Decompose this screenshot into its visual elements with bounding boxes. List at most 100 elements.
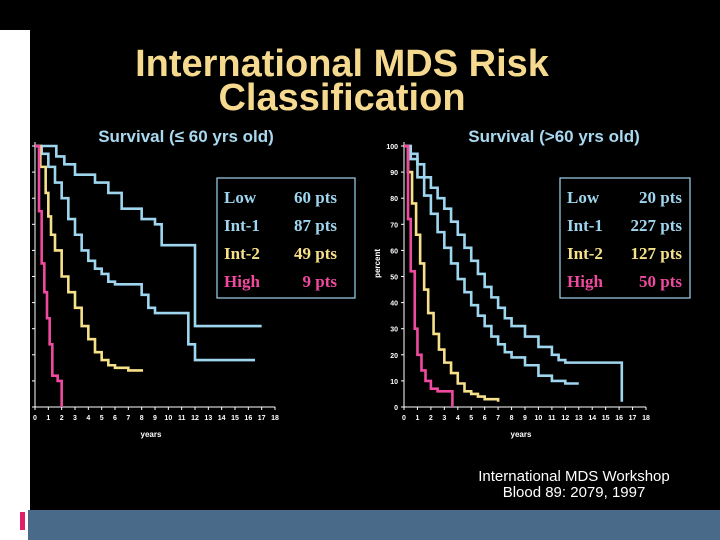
- x-tick-label: 5: [469, 415, 473, 422]
- legend-count: 20 pts: [639, 188, 682, 207]
- x-tick-label: 7: [126, 415, 130, 422]
- slide-title-line1: International MDS Risk: [135, 43, 550, 85]
- x-tick-label: 11: [178, 415, 186, 422]
- y-tick-label: 20: [390, 353, 398, 360]
- series-line-high: [404, 144, 454, 407]
- x-tick-label: 7: [496, 415, 500, 422]
- x-tick-label: 15: [231, 415, 239, 422]
- legend-label: High: [567, 272, 603, 291]
- chart-title: Survival (>60 yrs old): [468, 127, 640, 146]
- footer-citation-line1: International MDS Workshop: [478, 468, 669, 485]
- y-tick-label: 40: [21, 301, 29, 308]
- legend-count: 9 pts: [303, 272, 338, 291]
- legend-label: Int-2: [567, 244, 603, 263]
- x-tick-label: 3: [73, 415, 77, 422]
- x-tick-label: 14: [218, 415, 226, 422]
- legend-count: 87 pts: [294, 216, 337, 235]
- series-line-int-1: [35, 144, 255, 362]
- x-tick-label: 8: [140, 415, 144, 422]
- x-tick-label: 2: [429, 415, 433, 422]
- legend-count: 49 pts: [294, 244, 337, 263]
- series-line-int-2: [404, 144, 500, 402]
- x-tick-label: 9: [523, 415, 527, 422]
- x-tick-label: 5: [100, 415, 104, 422]
- x-tick-label: 0: [33, 415, 37, 422]
- legend-label: Low: [224, 188, 257, 207]
- x-tick-label: 12: [561, 415, 569, 422]
- x-tick-label: 17: [258, 415, 266, 422]
- y-tick-label: 80: [21, 196, 29, 203]
- x-tick-label: 16: [244, 415, 252, 422]
- x-tick-label: 4: [456, 415, 460, 422]
- legend-count: 227 pts: [631, 216, 683, 235]
- y-tick-label: 10: [21, 379, 29, 386]
- x-tick-label: 12: [191, 415, 199, 422]
- x-tick-label: 6: [113, 415, 117, 422]
- y-tick-label: 20: [21, 353, 29, 360]
- x-tick-label: 1: [415, 415, 419, 422]
- y-tick-label: 0: [394, 405, 398, 412]
- x-tick-label: 2: [60, 415, 64, 422]
- legend-count: 50 pts: [639, 272, 682, 291]
- x-tick-label: 16: [615, 415, 623, 422]
- x-tick-label: 9: [153, 415, 157, 422]
- y-tick-label: 70: [21, 222, 29, 229]
- series-line-int-1: [404, 144, 579, 385]
- legend-label: Int-1: [224, 216, 260, 235]
- y-tick-label: 70: [390, 222, 398, 229]
- footer-citation-line2: Blood 89: 2079, 1997: [503, 484, 646, 501]
- y-tick-label: 50: [21, 275, 29, 282]
- y-tick-label: 50: [390, 275, 398, 282]
- y-axis-label: percent: [373, 249, 382, 278]
- footer-accent-mark: [20, 512, 25, 530]
- x-axis-label: years: [141, 430, 162, 439]
- y-tick-label: 40: [390, 301, 398, 308]
- series-line-int-2: [35, 144, 143, 372]
- legend-label: Int-1: [567, 216, 603, 235]
- series-line-low: [35, 144, 262, 328]
- chart-title: Survival (≤ 60 yrs old): [98, 127, 274, 146]
- legend-count: 60 pts: [294, 188, 337, 207]
- x-tick-label: 18: [642, 415, 650, 422]
- legend-label: Int-2: [224, 244, 260, 263]
- y-tick-label: 90: [390, 170, 398, 177]
- x-tick-label: 10: [535, 415, 543, 422]
- y-tick-label: 60: [390, 248, 398, 255]
- chart-survival-under-60: Survival (≤ 60 yrs old)01020304050607080…: [4, 127, 356, 439]
- y-tick-label: 10: [390, 379, 398, 386]
- x-tick-label: 1: [46, 415, 50, 422]
- y-tick-label: 80: [390, 196, 398, 203]
- legend-box: [216, 177, 356, 299]
- x-tick-label: 8: [510, 415, 514, 422]
- y-tick-label: 30: [390, 327, 398, 334]
- y-tick-label: 30: [21, 327, 29, 334]
- x-tick-label: 10: [164, 415, 172, 422]
- legend-label: High: [224, 272, 260, 291]
- y-tick-label: 100: [17, 144, 29, 151]
- x-tick-label: 3: [442, 415, 446, 422]
- x-tick-label: 11: [548, 415, 556, 422]
- y-tick-label: 90: [21, 170, 29, 177]
- x-tick-label: 6: [483, 415, 487, 422]
- x-tick-label: 15: [602, 415, 610, 422]
- y-axis-label: percent: [4, 249, 13, 278]
- chart-survival-over-60: Survival (>60 yrs old) 0 10 20 30 40 50 60 70 80 9…: [373, 127, 691, 439]
- x-tick-label: 14: [588, 415, 596, 422]
- series-line-high: [35, 144, 63, 407]
- x-tick-label: 13: [575, 415, 583, 422]
- y-tick-label: 0: [25, 405, 29, 412]
- slide-title-line2: Classification: [218, 77, 465, 119]
- x-axis-label: years: [511, 430, 532, 439]
- x-tick-label: 17: [629, 415, 637, 422]
- x-tick-label: 4: [86, 415, 90, 422]
- legend-count: 127 pts: [631, 244, 683, 263]
- x-tick-label: 18: [271, 415, 279, 422]
- footer-bar: [28, 510, 720, 540]
- legend-box: [559, 177, 691, 299]
- y-tick-label: 60: [21, 248, 29, 255]
- legend-label: Low: [567, 188, 600, 207]
- x-tick-label: 13: [204, 415, 212, 422]
- series-line-low: [404, 144, 624, 402]
- y-tick-label: 100: [386, 144, 398, 151]
